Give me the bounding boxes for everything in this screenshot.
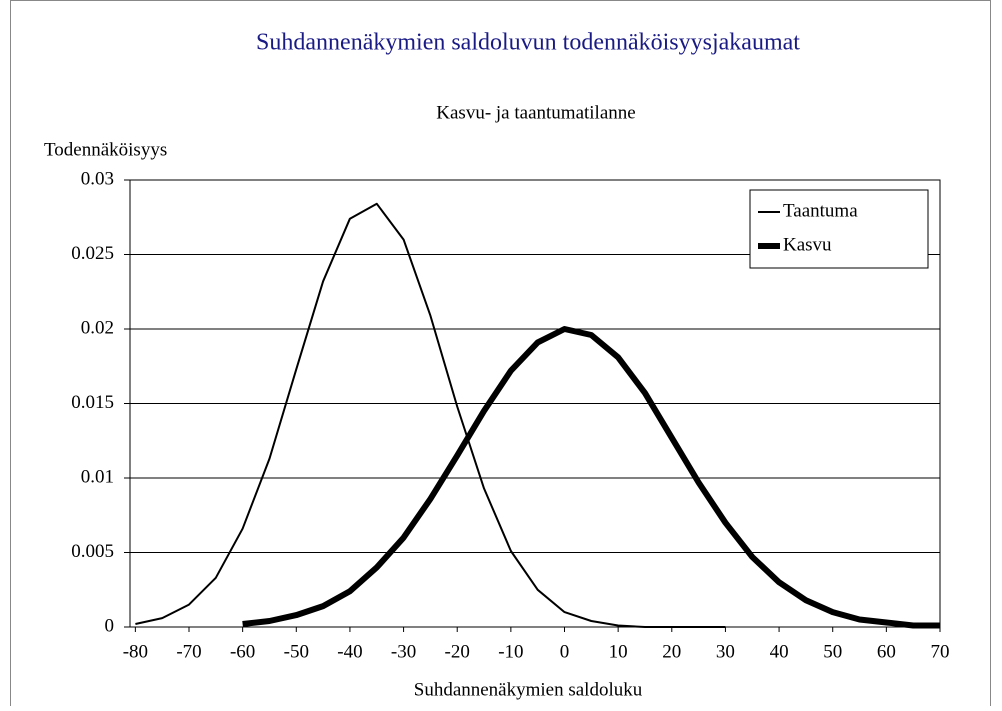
x-tick-label: -60 xyxy=(230,641,255,662)
x-tick-label: 10 xyxy=(609,641,628,662)
y-tick-label: 0.005 xyxy=(71,541,114,562)
chart-title: Suhdannenäkymien saldoluvun todennäköisy… xyxy=(256,30,800,56)
x-tick-label: -30 xyxy=(391,641,416,662)
x-tick-label: 50 xyxy=(823,641,842,662)
plot-area xyxy=(129,179,941,628)
x-tick-label: -50 xyxy=(284,641,309,662)
y-tick-label: 0.015 xyxy=(71,392,114,413)
x-tick-label: 30 xyxy=(716,641,735,662)
x-tick-label: -80 xyxy=(123,641,148,662)
series-line xyxy=(242,326,940,629)
x-tick-label: 60 xyxy=(877,641,896,662)
chart-subtitle: Kasvu- ja taantumatilanne xyxy=(436,102,635,123)
x-tick-label: -10 xyxy=(498,641,523,662)
y-tick-label: 0.02 xyxy=(81,317,114,338)
frame xyxy=(10,0,991,711)
legend-label: Taantuma xyxy=(783,200,858,221)
y-axis-label: Todennäköisyys xyxy=(44,139,167,160)
x-tick-label: 40 xyxy=(770,641,789,662)
series-line xyxy=(135,202,726,628)
x-axis-label: Suhdannenäkymien saldoluku xyxy=(414,679,643,700)
x-tick-label: -40 xyxy=(337,641,362,662)
x-tick-label: -20 xyxy=(445,641,470,662)
x-tick-label: 20 xyxy=(662,641,681,662)
x-tick-label: 70 xyxy=(931,641,950,662)
x-tick-label: -70 xyxy=(176,641,201,662)
x-tick-label: 0 xyxy=(560,641,570,662)
y-tick-label: 0.025 xyxy=(71,243,114,264)
y-tick-label: 0.03 xyxy=(81,168,114,189)
y-tick-label: 0.01 xyxy=(81,466,114,487)
legend-label: Kasvu xyxy=(783,234,832,255)
y-tick-label: 0 xyxy=(105,615,115,636)
legend-box xyxy=(749,189,929,269)
